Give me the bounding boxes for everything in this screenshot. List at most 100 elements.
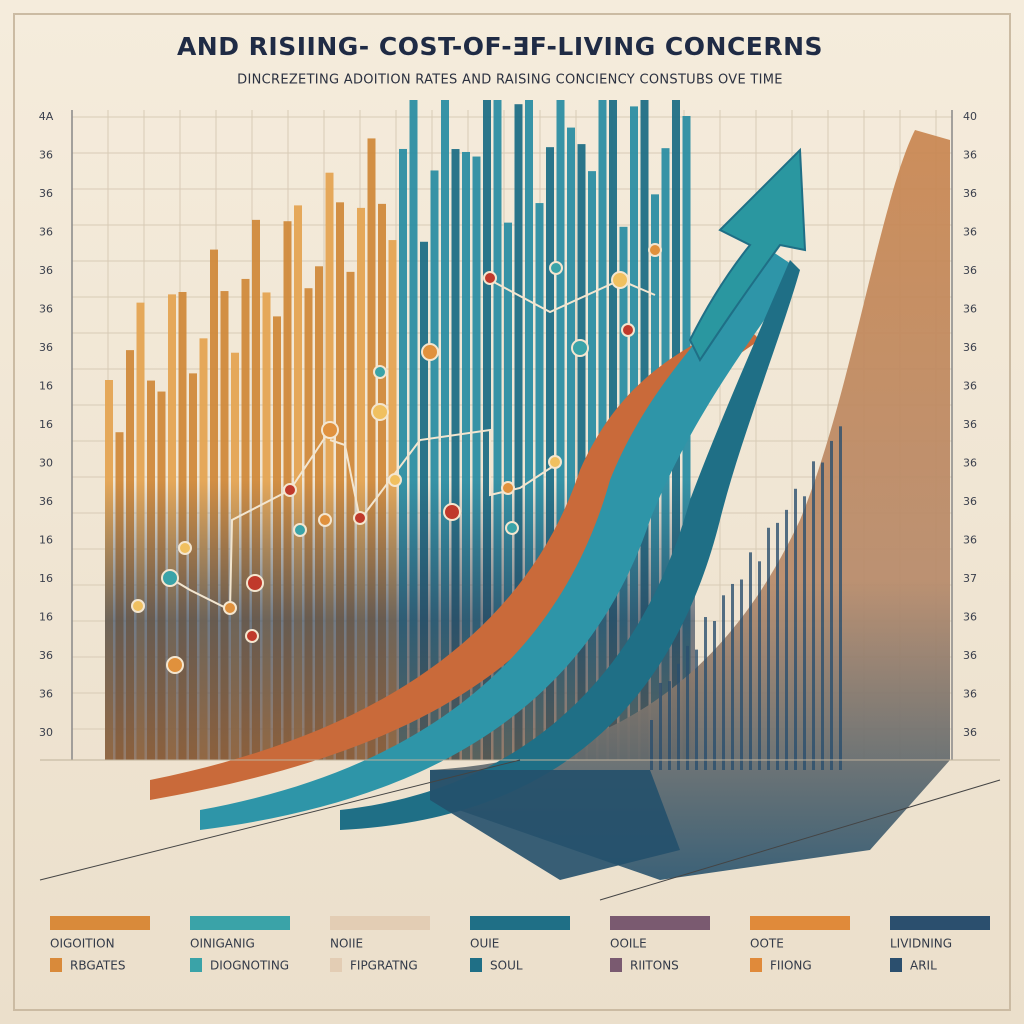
decor-bar [367, 138, 376, 760]
decor-spike [731, 583, 734, 770]
legend-label: LIVIDNING [890, 937, 952, 951]
decor-spike [668, 681, 671, 770]
marker [353, 511, 367, 525]
labels: 4A 36 36 36 36 36 36 16 16 30 36 16 16 16 36 36 30 40 36 36… [39, 110, 990, 973]
decor-spike [821, 462, 824, 770]
right-axis-label: 36 [963, 611, 977, 624]
chart-title: AND RISIING- COST-OF-ƎF-LIVING CONCERNS [177, 32, 823, 61]
legend-icon [190, 958, 202, 972]
decor-spike [686, 645, 689, 770]
marker [283, 483, 297, 497]
marker [648, 243, 662, 257]
left-axis-label: 36 [39, 149, 53, 162]
legend-item: SOUL [490, 959, 523, 973]
decor-spike [749, 552, 752, 770]
decor-bar [567, 127, 575, 760]
decor-spike [794, 488, 797, 770]
decor-spike [704, 617, 707, 770]
ribbon-orange [150, 320, 760, 800]
right-spikes [650, 426, 842, 770]
legend-swatch [470, 916, 570, 930]
left-axis-label: 36 [39, 341, 53, 354]
legend-swatch [890, 916, 990, 930]
decor-bar [514, 104, 523, 761]
decor-bar [472, 156, 481, 760]
right-axis-label: 36 [963, 380, 977, 393]
right-mass [430, 130, 950, 880]
legend-swatch [750, 916, 850, 930]
decor-spike [839, 426, 842, 770]
marker [621, 323, 635, 337]
marker [131, 599, 145, 613]
decor-bar [577, 144, 586, 760]
left-axis-label: 30 [39, 726, 53, 739]
left-axis-label: 36 [39, 264, 53, 277]
right-axis-label: 40 [963, 110, 977, 123]
decor-spike [740, 579, 743, 770]
marker [318, 513, 332, 527]
decor-spike [785, 509, 788, 770]
legend-icon [890, 958, 902, 972]
legend-label: OOILE [610, 937, 647, 951]
left-axis-label: 36 [39, 187, 53, 200]
decor-spike [803, 496, 806, 770]
marker [246, 574, 264, 592]
decor-spike [677, 663, 680, 770]
marker [443, 503, 461, 521]
ribbon-teal [200, 250, 800, 830]
legend-icon [750, 958, 762, 972]
chart-subtitle: DINCREZETING ADOITION RATES AND RAISING … [237, 73, 783, 88]
decor-spike [767, 527, 770, 770]
decor-bar [546, 147, 554, 761]
right-axis-label: 36 [963, 149, 977, 162]
left-axis-label: 36 [39, 303, 53, 316]
decor-bar [451, 149, 460, 761]
left-axis-label: 36 [39, 649, 53, 662]
right-axis-label: 36 [963, 226, 977, 239]
legend-item: DIOGNOTING [210, 959, 289, 973]
marker [293, 523, 307, 537]
right-axis-label: 36 [963, 187, 977, 200]
right-axis-label: 36 [963, 688, 977, 701]
right-axis-label: 36 [963, 726, 977, 739]
left-axis-label: 36 [39, 495, 53, 508]
decor-spike [713, 621, 716, 770]
marker [571, 339, 589, 357]
right-axis-label: 36 [963, 341, 977, 354]
right-axis-label: 36 [963, 649, 977, 662]
legend-label: OIGOITION [50, 937, 115, 951]
marker [421, 343, 439, 361]
decor-bar [325, 172, 334, 760]
legend-label: NOIIE [330, 937, 363, 951]
legend-item: RIITONS [630, 959, 679, 973]
legend-swatch [610, 916, 710, 930]
marker [161, 569, 179, 587]
right-axis-label: 36 [963, 418, 977, 431]
left-axis-label: 36 [39, 688, 53, 701]
left-axis-label: 36 [39, 226, 53, 239]
left-axis-label: 16 [39, 380, 53, 393]
marker [611, 271, 629, 289]
legend-item: FIPGRATNG [350, 959, 418, 973]
marker [178, 541, 192, 555]
legend-item: RBGATES [70, 959, 125, 973]
marker [505, 521, 519, 535]
marker [388, 473, 402, 487]
perspective-line [39, 759, 1001, 901]
decor-bar [409, 100, 418, 760]
legend-swatch [50, 916, 150, 930]
marker [245, 629, 259, 643]
right-axis-label: 36 [963, 495, 977, 508]
arrow [688, 147, 807, 362]
left-axis-label: 16 [39, 611, 53, 624]
ribbon-dark [340, 260, 800, 830]
decor-bar [525, 100, 533, 760]
right-axis-label: 36 [963, 264, 977, 277]
decor-bar [556, 100, 565, 760]
marker [548, 455, 562, 469]
marker [501, 481, 515, 495]
decor-spike [650, 720, 653, 770]
legend-icon [470, 958, 482, 972]
legend-item: ARIL [910, 959, 937, 973]
